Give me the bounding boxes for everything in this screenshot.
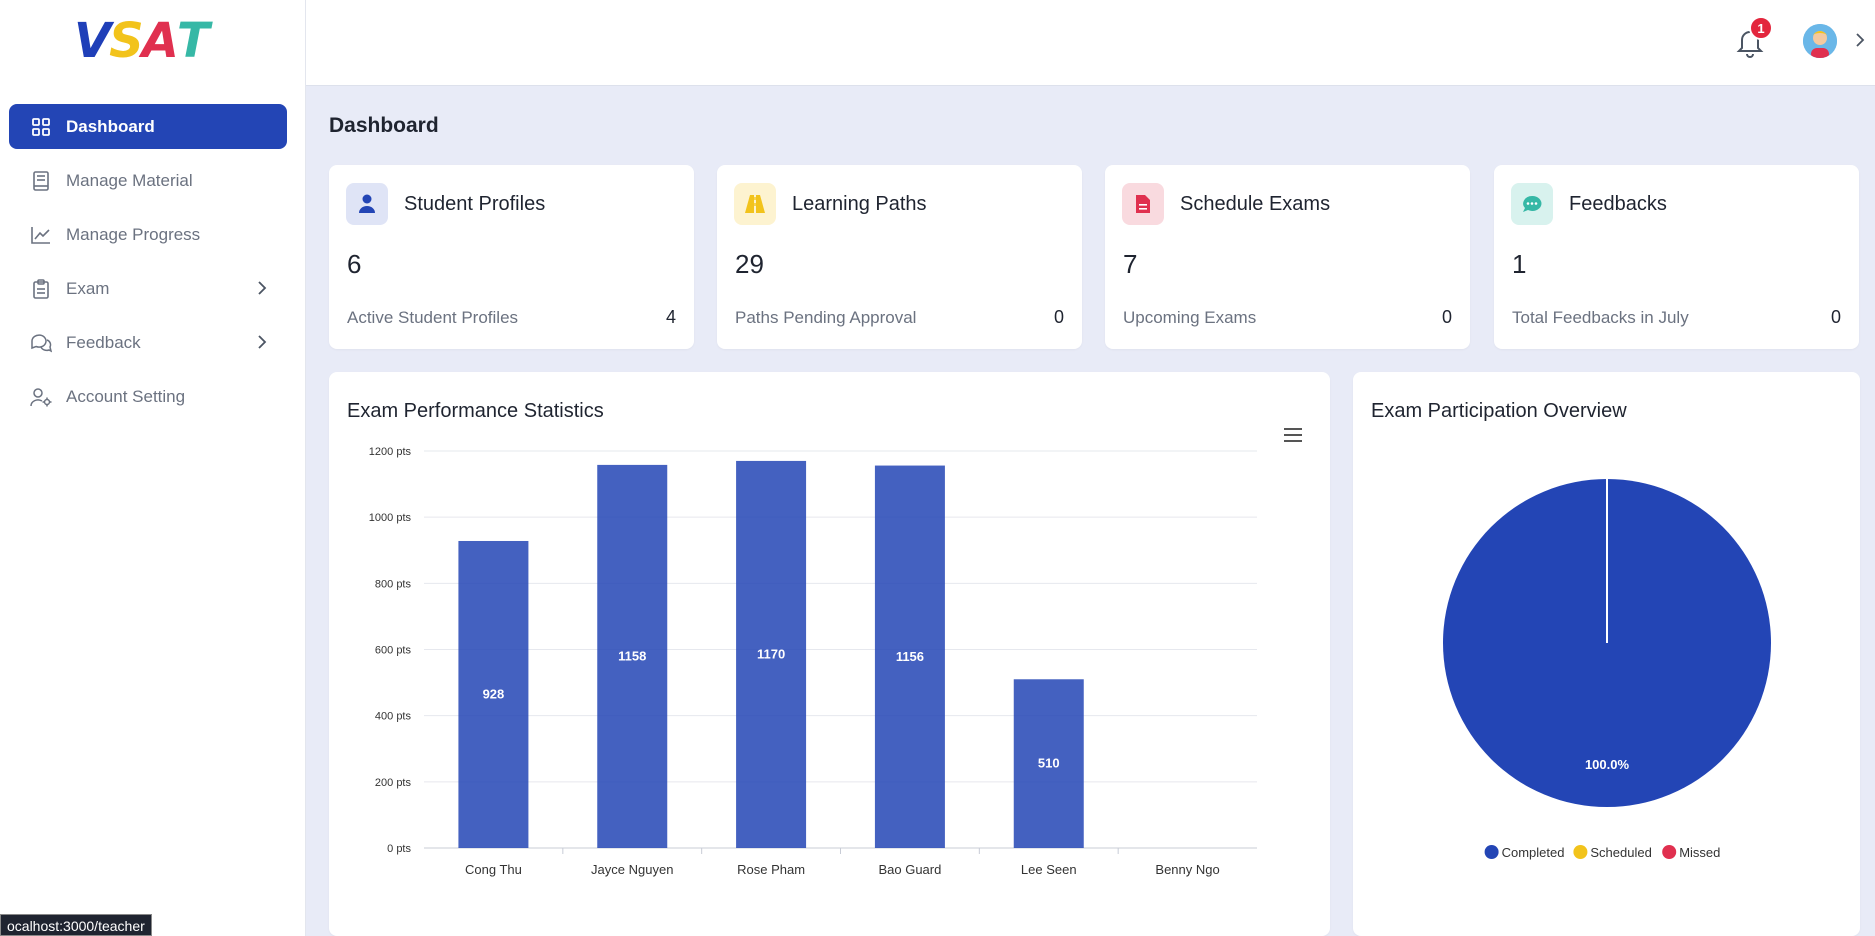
stat-value: 6 [347, 249, 362, 279]
legend-label: Missed [1679, 845, 1720, 860]
legend-label: Scheduled [1590, 845, 1651, 860]
sidebar-item-account-setting[interactable]: Account Setting [9, 374, 287, 419]
road-icon [734, 183, 776, 225]
stat-card-feedbacks[interactable]: Feedbacks 1 Total Feedbacks in July 0 [1494, 165, 1859, 349]
logo-letter-v: V [74, 13, 111, 69]
x-tick-label: Lee Seen [1021, 862, 1077, 877]
x-tick-label: Rose Pham [737, 862, 805, 877]
stat-value: 1 [1512, 249, 1527, 279]
bar [1013, 679, 1084, 848]
avatar[interactable] [1803, 24, 1837, 58]
logo-letter-s: S [109, 13, 144, 69]
sidebar-nav: Dashboard Manage Material Manage Progres… [9, 104, 287, 428]
stat-value: 29 [735, 249, 764, 279]
y-tick-label: 1000 pts [369, 512, 412, 524]
stat-sub-label: Paths Pending Approval [735, 308, 917, 327]
bar-data-label: 1158 [618, 648, 646, 663]
bar-data-label: 510 [1038, 756, 1060, 771]
legend-marker [1484, 845, 1499, 859]
grid-icon [30, 116, 52, 138]
legend-marker [1662, 845, 1677, 859]
chat-bubble-icon [1511, 183, 1553, 225]
chevron-right-icon [258, 281, 267, 295]
sidebar-item-label: Dashboard [66, 116, 155, 136]
bar [874, 465, 945, 848]
bar [597, 464, 668, 848]
y-tick-label: 400 pts [375, 711, 412, 723]
vsat-logo[interactable]: VSAT [74, 13, 210, 69]
chevron-right-icon[interactable] [1852, 30, 1868, 50]
user-gear-icon [30, 386, 52, 408]
top-header [306, 0, 1875, 86]
legend-item-completed[interactable]: Completed [1484, 845, 1565, 860]
sidebar-item-manage-progress[interactable]: Manage Progress [9, 212, 287, 257]
logo-letter-a: A [141, 13, 179, 69]
clipboard-icon [30, 278, 52, 300]
x-tick-label: Bao Guard [878, 862, 941, 877]
legend-label: Completed [1502, 845, 1565, 860]
sidebar-item-feedback[interactable]: Feedback [9, 320, 287, 365]
sidebar-item-manage-material[interactable]: Manage Material [9, 158, 287, 203]
stat-sub-label: Total Feedbacks in July [1512, 308, 1689, 327]
sidebar-item-dashboard[interactable]: Dashboard [9, 104, 287, 149]
y-tick-label: 1200 pts [369, 446, 412, 458]
legend-item-missed[interactable]: Missed [1662, 845, 1720, 860]
chevron-right-icon [258, 335, 267, 349]
pie-data-label: 100.0% [1585, 757, 1630, 772]
bar-data-label: 1156 [896, 649, 924, 664]
bar-data-label: 1170 [757, 646, 785, 661]
sidebar-item-label: Manage Material [66, 170, 193, 190]
stat-sub-value: 0 [1053, 307, 1064, 327]
stat-sub-label: Upcoming Exams [1123, 308, 1257, 327]
menu-icon[interactable] [1283, 427, 1303, 443]
bar-chart: 0 pts 200 pts 400 pts 600 pts 800 pts 1000 pt… [369, 446, 1257, 877]
stat-title: Learning Paths [792, 193, 927, 215]
sidebar-item-label: Exam [66, 278, 110, 298]
bar [736, 460, 807, 848]
status-url-tooltip: ocalhost:3000/teacher [0, 914, 152, 936]
book-icon [30, 170, 52, 192]
chart-line-icon [30, 224, 52, 246]
bar-data-label: 928 [483, 686, 505, 701]
document-icon [1122, 183, 1164, 225]
stat-card-student-profiles[interactable]: Student Profiles 6 Active Student Profil… [329, 165, 694, 349]
y-tick-label: 600 pts [375, 645, 412, 657]
notification-badge: 1 [1749, 16, 1773, 40]
sidebar: VSAT Dashboard Manage Material Manage Pr… [0, 0, 306, 936]
page-title: Dashboard [329, 114, 439, 137]
stat-sub-value: 4 [665, 307, 676, 327]
logo-letter-t: T [176, 13, 210, 69]
exam-performance-card: Exam Performance Statistics 0 pts 200 pts… [329, 372, 1330, 936]
chart-title: Exam Performance Statistics [347, 400, 604, 422]
y-tick-label: 200 pts [375, 777, 412, 789]
x-tick-label: Benny Ngo [1155, 862, 1219, 877]
chat-icon [30, 332, 52, 354]
stat-card-learning-paths[interactable]: Learning Paths 29 Paths Pending Approval… [717, 165, 1082, 349]
x-tick-label: Jayce Nguyen [591, 862, 673, 877]
stat-title: Student Profiles [404, 193, 546, 215]
user-icon [346, 183, 388, 225]
y-tick-label: 800 pts [375, 578, 412, 590]
stat-sub-value: 0 [1830, 307, 1841, 327]
sidebar-item-label: Manage Progress [66, 224, 201, 244]
stat-value: 7 [1123, 249, 1138, 279]
pie-chart: 100.0% Completed Scheduled Missed [1443, 479, 1771, 860]
stat-sub-label: Active Student Profiles [347, 308, 519, 327]
stat-sub-value: 0 [1441, 307, 1452, 327]
y-tick-label: 0 pts [387, 843, 411, 855]
chart-title: Exam Participation Overview [1371, 400, 1627, 422]
stat-title: Schedule Exams [1180, 193, 1331, 215]
sidebar-item-label: Feedback [66, 332, 141, 352]
sidebar-item-label: Account Setting [66, 386, 186, 406]
x-tick-label: Cong Thu [465, 862, 522, 877]
stat-card-schedule-exams[interactable]: Schedule Exams 7 Upcoming Exams 0 [1105, 165, 1470, 349]
sidebar-item-exam[interactable]: Exam [9, 266, 287, 311]
bar [458, 540, 529, 848]
stat-title: Feedbacks [1569, 193, 1667, 215]
legend-item-scheduled[interactable]: Scheduled [1573, 845, 1652, 860]
legend-marker [1573, 845, 1588, 859]
exam-participation-card: Exam Participation Overview 100.0% Comple… [1353, 372, 1860, 936]
